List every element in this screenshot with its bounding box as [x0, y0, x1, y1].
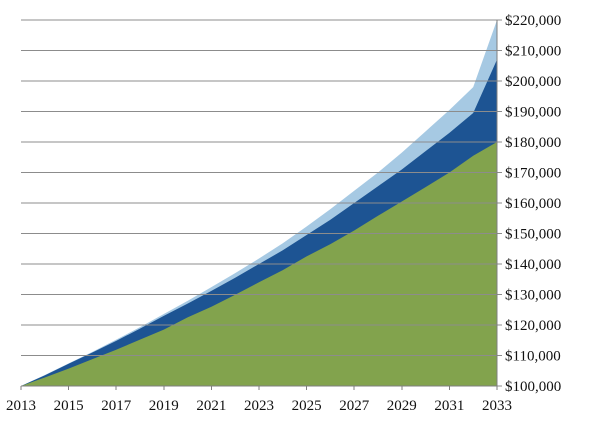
y-tick-label: $120,000 [505, 318, 561, 334]
y-tick-label: $110,000 [505, 349, 561, 365]
x-tick-label: 2015 [54, 398, 84, 414]
x-tick-label: 2013 [6, 398, 36, 414]
x-tick-label: 2017 [101, 398, 132, 414]
x-tick-label: 2019 [149, 398, 179, 414]
y-tick-label: $180,000 [505, 135, 561, 151]
y-tick-label: $220,000 [505, 13, 561, 29]
y-tick-label: $210,000 [505, 44, 561, 60]
gridlines-layer [21, 19, 502, 387]
x-tick-label: 2029 [387, 398, 417, 414]
y-tick-label: $150,000 [505, 227, 561, 243]
x-tick-label: 2021 [196, 398, 226, 414]
y-tick-labels: $100,000 $110,000 $120,000 $130,000 $140,000… [505, 13, 561, 395]
y-tick-label: $190,000 [505, 105, 561, 121]
x-tick-label: 2023 [244, 398, 274, 414]
x-tick-label: 2027 [339, 398, 370, 414]
y-tick-label: $160,000 [505, 196, 561, 212]
y-tick-label: $200,000 [505, 74, 561, 90]
x-tick-labels: 2013 2015 2017 2019 2021 2023 2025 2027 2029 2031… [6, 386, 512, 414]
x-tick-label: 2031 [434, 398, 464, 414]
y-tick-label: $130,000 [505, 288, 561, 304]
x-tick-label: 2025 [292, 398, 322, 414]
y-tick-label: $140,000 [505, 257, 561, 273]
y-tick-label: $100,000 [505, 379, 561, 395]
y-tick-label: $170,000 [505, 166, 561, 182]
x-tick-label: 2033 [482, 398, 512, 414]
